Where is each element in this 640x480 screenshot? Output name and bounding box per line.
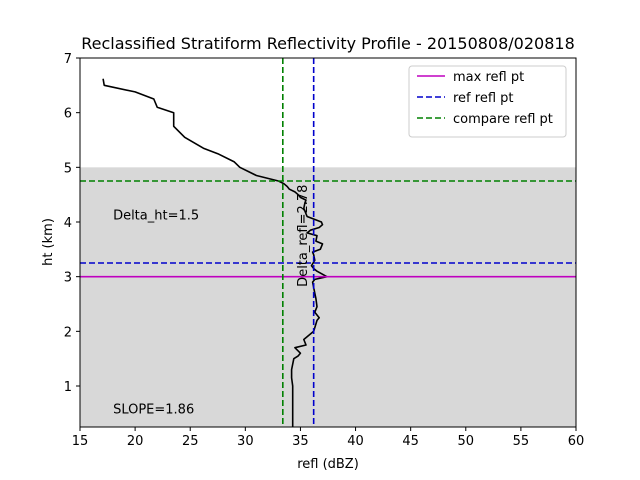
annotation-text: Delta_refl=2.78	[296, 185, 311, 287]
annotations: Delta_ht=1.5 Delta_refl=2.78 SLOPE=1.86	[113, 185, 311, 418]
y-tick-label: 2	[64, 325, 72, 340]
x-tick-label: 35	[292, 434, 309, 449]
legend-entry-label: ref refl pt	[453, 91, 514, 106]
annotation-text: SLOPE=1.86	[113, 402, 194, 417]
y-tick-label: 6	[64, 107, 72, 122]
y-axis-label: ht (km)	[41, 218, 56, 266]
plot-area	[79, 57, 577, 428]
x-tick-label: 30	[237, 434, 254, 449]
y-tick-label: 7	[64, 52, 72, 67]
chart-title: Reclassified Stratiform Reflectivity Pro…	[81, 34, 575, 53]
y-tick-label: 5	[64, 161, 72, 176]
legend-box	[408, 65, 567, 138]
x-tick-label: 15	[72, 434, 89, 449]
x-tick-label: 60	[568, 434, 585, 449]
axes-frame	[79, 57, 577, 428]
x-tick-label: 50	[458, 434, 475, 449]
legend-entry-label: max refl pt	[453, 70, 524, 85]
x-tick-label: 55	[513, 434, 530, 449]
reflectivity-profile-line	[102, 78, 328, 427]
x-tick-label: 40	[347, 434, 364, 449]
shaded-band	[80, 167, 576, 428]
x-tick-label: 45	[402, 434, 419, 449]
legend: max refl pt ref refl pt compare refl pt	[408, 65, 567, 138]
annotation-text: Delta_ht=1.5	[113, 208, 199, 223]
x-tick-label: 25	[182, 434, 199, 449]
legend-entry-label: compare refl pt	[453, 112, 553, 127]
y-tick-label: 1	[64, 380, 72, 395]
y-tick-label: 4	[64, 216, 72, 231]
y-tick-label: 3	[64, 271, 72, 286]
x-axis-label: refl (dBZ)	[297, 457, 359, 472]
x-tick-label: 20	[127, 434, 144, 449]
